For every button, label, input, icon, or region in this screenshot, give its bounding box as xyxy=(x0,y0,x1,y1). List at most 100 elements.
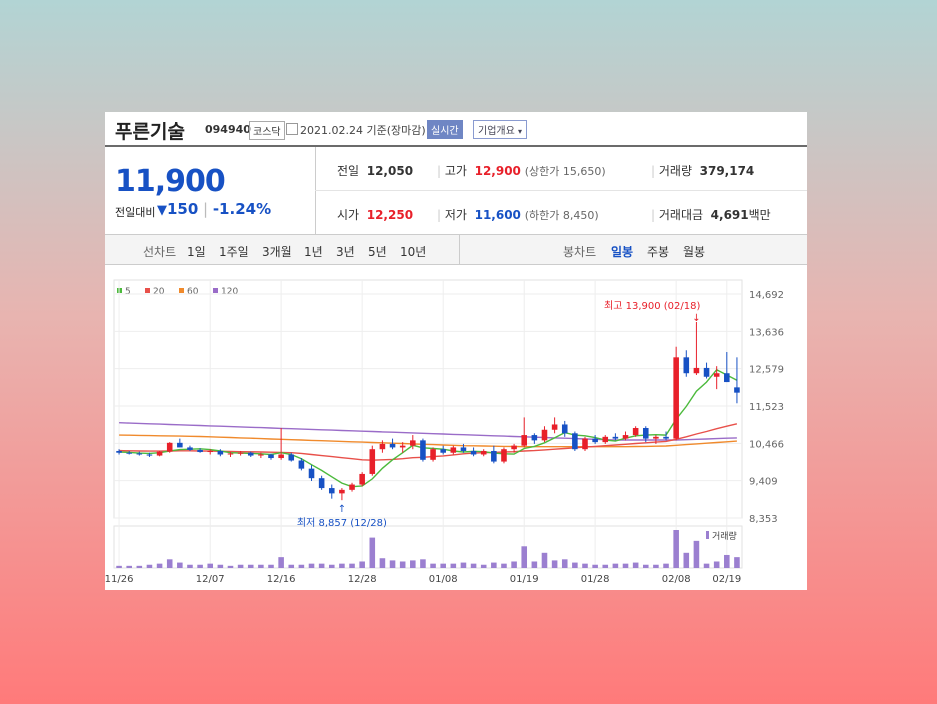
chevron-down-icon: ▾ xyxy=(518,127,523,136)
volume-bar xyxy=(116,565,122,568)
current-price: 11,900 xyxy=(115,164,226,199)
candle-body xyxy=(166,442,173,452)
candle-body xyxy=(673,357,679,439)
volume-bar xyxy=(622,563,629,568)
trade-amount: | 거래대금 4,691백만 xyxy=(651,208,771,222)
candle-weekly[interactable]: 주봉 xyxy=(647,245,670,259)
candle-body xyxy=(177,442,183,448)
volume-bar xyxy=(663,563,669,568)
volume-bar xyxy=(653,564,659,568)
date-label: 2021.02.24 기준(장마감) xyxy=(300,124,426,137)
calendar-icon xyxy=(286,123,298,135)
period-3y[interactable]: 3년 xyxy=(336,245,355,259)
volume-bar xyxy=(187,564,193,568)
candle-body xyxy=(308,468,315,479)
x-tick-label: 01/28 xyxy=(581,574,610,585)
volume-bar xyxy=(328,564,335,568)
candle-monthly[interactable]: 월봉 xyxy=(683,245,706,259)
volume-bar xyxy=(521,546,528,568)
volume-bar xyxy=(572,562,578,568)
candle-body xyxy=(511,445,517,450)
y-tick-label: 14,692 xyxy=(749,290,784,301)
price-pane xyxy=(113,279,743,519)
candle-body xyxy=(217,450,224,455)
legend-label: 5 xyxy=(125,287,131,297)
volume-bar xyxy=(450,563,457,568)
volume-bar xyxy=(561,559,568,568)
volume-bar xyxy=(369,537,376,568)
volume-bar xyxy=(399,561,406,568)
x-tick-label: 12/28 xyxy=(348,574,377,585)
x-tick-label: 12/07 xyxy=(196,574,225,585)
candle-body xyxy=(622,435,629,439)
volume-bar xyxy=(551,560,558,568)
volume-bar xyxy=(410,560,416,568)
ma120-line xyxy=(119,422,737,441)
candle-body xyxy=(521,435,528,446)
volume-bar xyxy=(582,563,588,568)
volume-bar xyxy=(136,565,143,568)
period-5y[interactable]: 5년 xyxy=(368,245,387,259)
candle-body xyxy=(207,450,214,453)
candle-body xyxy=(339,489,345,494)
candle-body xyxy=(258,454,264,456)
low-price: | 저가 11,600 (하한가 8,450) xyxy=(437,208,599,222)
change-percent: | -1.24% xyxy=(203,200,272,218)
candle-body xyxy=(288,454,295,461)
volume-legend-swatch xyxy=(706,531,709,539)
x-tick-label: 02/08 xyxy=(662,574,691,585)
x-tick-label: 01/08 xyxy=(429,574,458,585)
candle-body xyxy=(632,427,639,436)
volume-bar xyxy=(470,563,477,568)
period-1d[interactable]: 1일 xyxy=(187,245,206,259)
legend-label: 60 xyxy=(187,287,199,297)
period-1w[interactable]: 1주일 xyxy=(219,245,249,259)
volume-bar xyxy=(166,559,173,568)
max-annotation: 최고 13,900 (02/18) xyxy=(604,300,700,312)
volume-pane xyxy=(113,525,743,569)
period-10y[interactable]: 10년 xyxy=(400,245,427,259)
volume-legend-label: 거래량 xyxy=(712,530,737,542)
candle-body xyxy=(480,450,487,455)
volume-bar xyxy=(602,564,609,568)
candle-body xyxy=(582,438,588,450)
candle-body xyxy=(247,452,254,456)
legend-label: 120 xyxy=(221,287,238,297)
volume-bar xyxy=(146,564,153,568)
period-3m[interactable]: 3개월 xyxy=(262,245,292,259)
candle-body xyxy=(531,435,538,441)
ma60-line xyxy=(119,434,737,448)
line-chart-label: 선차트 xyxy=(143,245,177,259)
candle-body xyxy=(561,424,568,434)
x-tick-label: 01/19 xyxy=(510,574,539,585)
volume-bar xyxy=(197,564,203,568)
candle-daily[interactable]: 일봉 xyxy=(611,245,634,259)
candle-body xyxy=(541,429,548,441)
period-1y[interactable]: 1년 xyxy=(304,245,323,259)
candle-body xyxy=(572,433,578,450)
y-tick-label: 13,636 xyxy=(749,327,784,338)
candle-body xyxy=(724,373,730,383)
volume-bar xyxy=(612,563,619,568)
candle-body xyxy=(410,440,416,446)
candle-body xyxy=(227,453,234,455)
volume-bar xyxy=(207,563,214,568)
volume-bar xyxy=(713,561,720,568)
volume-bar xyxy=(349,563,355,568)
stock-code: 094940 xyxy=(205,123,251,136)
max-arrow-icon: ↓ xyxy=(692,313,700,324)
volume-bar xyxy=(460,562,467,568)
candle-body xyxy=(420,440,426,460)
company-info-button[interactable]: 기업개요 ▾ xyxy=(473,120,528,139)
market-badge: 코스닥 xyxy=(249,121,285,140)
volume-bar xyxy=(420,559,426,568)
min-annotation: 최저 8,857 (12/28) xyxy=(297,517,387,529)
candle-body xyxy=(440,449,446,453)
candle-body xyxy=(389,443,396,448)
volume-bar xyxy=(126,565,132,568)
candle-body xyxy=(592,438,598,443)
stock-card: 푸른기술 094940 코스닥 2021.02.24 기준(장마감) 실시간 기… xyxy=(105,112,807,590)
volume-bar xyxy=(298,564,305,568)
realtime-button[interactable]: 실시간 xyxy=(427,120,463,139)
change-value: ▼150 xyxy=(157,200,198,218)
